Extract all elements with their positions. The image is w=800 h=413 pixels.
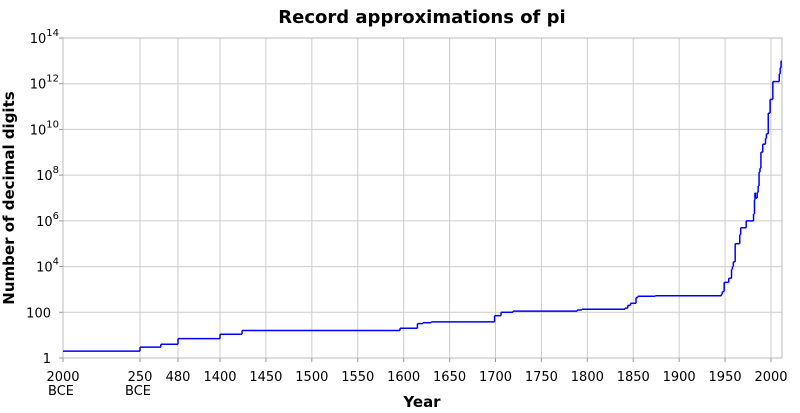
x-tick-label: 1500	[295, 370, 328, 385]
y-tick-exponent: 12	[46, 74, 59, 85]
y-tick-exponent: 14	[46, 28, 59, 39]
y-tick-label: 1014	[30, 28, 59, 47]
y-tick-base: 10	[36, 261, 53, 276]
grid	[62, 37, 782, 359]
y-tick-exponent: 4	[53, 257, 59, 268]
y-tick-base: 100	[26, 306, 51, 321]
y-tick-label: 1	[43, 352, 51, 367]
x-tick-sublabel: BCE	[48, 384, 74, 399]
y-tick-label: 104	[36, 257, 59, 276]
y-tick-label: 1010	[30, 119, 59, 138]
x-tick-label: 480	[166, 370, 191, 385]
y-tick-base: 1	[43, 352, 51, 367]
y-tick-exponent: 8	[53, 165, 59, 176]
x-tick-label: 2000	[46, 370, 79, 385]
y-tick-base: 10	[36, 215, 53, 230]
x-tick-label: 1800	[571, 370, 604, 385]
x-tick-label: 1750	[525, 370, 558, 385]
x-tick-label: 1950	[709, 370, 742, 385]
x-tick-label: 1850	[617, 370, 650, 385]
x-tick-label: 250	[128, 370, 153, 385]
chart-title: Record approximations of pi	[278, 7, 565, 28]
x-axis-label: Year	[402, 393, 441, 411]
record-series	[63, 60, 782, 352]
y-tick-exponent: 6	[53, 211, 59, 222]
x-tick-sublabel: BCE	[125, 384, 151, 399]
x-tick-label: 1650	[433, 370, 466, 385]
x-tick-label: 1600	[387, 370, 420, 385]
x-tick-label: 1400	[203, 370, 236, 385]
plot-frame	[62, 37, 783, 359]
y-tick-base: 10	[30, 78, 47, 93]
x-tick-label: 1900	[663, 370, 696, 385]
y-tick-label: 108	[36, 165, 59, 184]
y-tick-base: 10	[30, 32, 47, 47]
x-tick-label: 1700	[479, 370, 512, 385]
y-tick-exponent: 10	[46, 119, 59, 130]
y-tick-label: 106	[36, 211, 59, 230]
x-tick-label: 2000	[754, 370, 787, 385]
y-axis-label: Number of decimal digits	[0, 91, 18, 304]
x-tick-label: 1450	[249, 370, 282, 385]
y-tick-label: 1012	[30, 74, 59, 93]
y-tick-base: 10	[36, 169, 53, 184]
x-tick-label: 1550	[341, 370, 374, 385]
y-tick-label: 100	[26, 306, 51, 321]
y-tick-base: 10	[30, 123, 47, 138]
